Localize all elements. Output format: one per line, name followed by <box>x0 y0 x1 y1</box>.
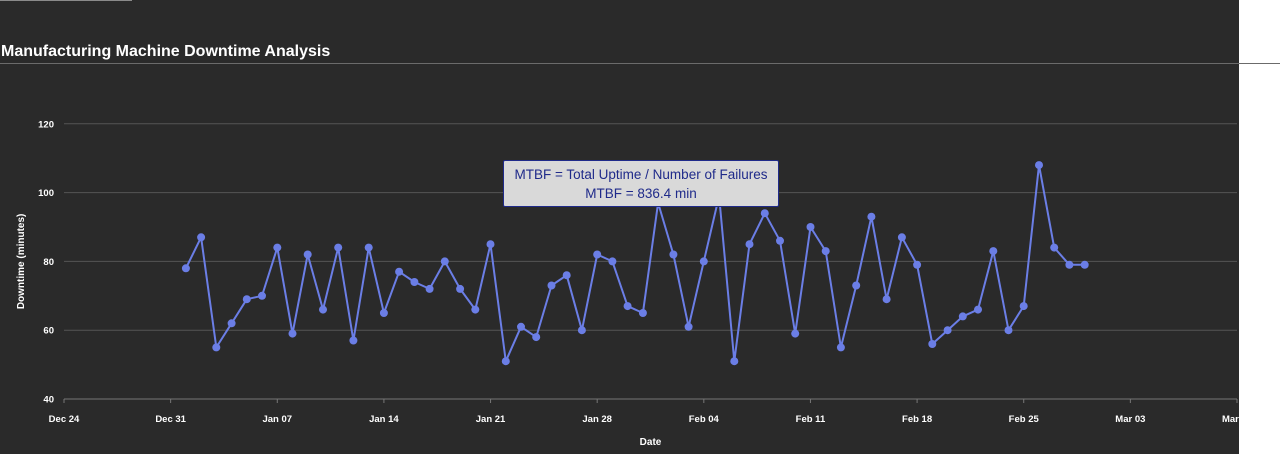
data-point <box>943 326 952 335</box>
data-point <box>471 305 480 314</box>
data-point <box>1080 260 1089 269</box>
data-point <box>181 264 190 273</box>
data-point <box>974 305 982 314</box>
data-point <box>806 223 815 231</box>
title-divider <box>0 63 1280 64</box>
series-points <box>181 161 1089 366</box>
data-point <box>258 291 266 300</box>
data-point <box>379 309 388 317</box>
data-point <box>760 209 769 218</box>
data-point <box>928 340 937 348</box>
x-tick-label: Jan 07 <box>262 414 292 425</box>
x-tick-label: Jan 21 <box>476 414 506 425</box>
data-point <box>395 267 404 276</box>
data-point <box>1050 243 1059 252</box>
data-point <box>699 257 708 266</box>
line-chart: 40 60 80 100 120 Dec 24 Dec 31 Jan 07 Jan 14 Jan… <box>16 119 1239 448</box>
data-point <box>425 284 434 293</box>
data-point <box>349 336 358 345</box>
data-point <box>319 305 327 314</box>
data-point <box>608 257 617 266</box>
x-tick-label: Feb 11 <box>796 414 826 425</box>
data-point <box>547 281 556 290</box>
data-point <box>1019 302 1028 311</box>
data-point <box>1004 326 1013 335</box>
data-point <box>486 240 495 249</box>
data-point <box>745 240 754 249</box>
y-tick-label: 120 <box>38 119 54 130</box>
data-point <box>897 233 906 242</box>
data-point <box>273 243 282 252</box>
x-tick-label: Mar 03 <box>1115 414 1145 425</box>
chart-title: Manufacturing Machine Downtime Analysis <box>1 43 331 60</box>
data-point <box>852 281 861 290</box>
y-tick-labels: 40 60 80 100 120 <box>38 119 54 405</box>
data-point <box>410 278 419 286</box>
data-point <box>867 212 876 221</box>
data-point <box>836 343 845 352</box>
data-point <box>456 284 465 293</box>
x-tick-label: Jan 28 <box>582 414 612 425</box>
data-point <box>303 250 312 259</box>
data-point <box>577 326 586 335</box>
data-point <box>623 302 632 311</box>
x-tick-label: Feb 18 <box>902 414 932 425</box>
y-tick-label: 100 <box>38 188 54 199</box>
x-tick-label: Feb 25 <box>1009 414 1040 425</box>
data-point <box>364 243 373 252</box>
y-tick-label: 40 <box>43 395 54 406</box>
data-point <box>1035 161 1043 170</box>
data-point <box>958 312 967 321</box>
x-tick-label: Mar 10 <box>1222 414 1239 425</box>
y-axis-title: Downtime (minutes) <box>16 214 27 310</box>
data-point <box>638 309 647 317</box>
mtbf-value: MTBF = 836.4 min <box>585 186 697 201</box>
mtbf-formula: MTBF = Total Uptime / Number of Failures <box>514 167 768 182</box>
data-point <box>288 329 297 338</box>
data-point <box>562 271 571 280</box>
data-point <box>227 319 236 328</box>
y-tick-label: 60 <box>43 326 54 337</box>
data-point <box>791 329 800 338</box>
x-tick-label: Jan 14 <box>369 414 399 425</box>
x-tick-label: Dec 31 <box>155 414 186 425</box>
data-point <box>913 260 922 269</box>
data-point <box>684 322 693 331</box>
data-point <box>776 236 784 245</box>
x-tick-label: Dec 24 <box>49 414 80 425</box>
data-point <box>669 250 678 259</box>
data-point <box>730 357 739 366</box>
data-point <box>532 333 541 342</box>
data-point <box>593 250 602 259</box>
x-tick-labels: Dec 24 Dec 31 Jan 07 Jan 14 Jan 21 Jan 28 Feb … <box>49 414 1239 425</box>
tab-indicator <box>0 0 132 1</box>
data-point <box>242 295 251 304</box>
y-tick-label: 80 <box>43 257 54 268</box>
data-point <box>821 247 830 256</box>
data-point <box>517 322 525 331</box>
data-point <box>989 247 998 256</box>
data-point <box>501 357 510 366</box>
data-point <box>440 257 449 266</box>
data-point <box>1065 260 1074 269</box>
x-tick-label: Feb 04 <box>689 414 720 425</box>
data-point <box>197 233 206 242</box>
data-point <box>882 295 891 304</box>
x-axis-title: Date <box>640 437 662 448</box>
data-point <box>212 343 221 352</box>
data-point <box>334 243 343 252</box>
mtbf-annotation: MTBF = Total Uptime / Number of Failures… <box>503 160 779 207</box>
